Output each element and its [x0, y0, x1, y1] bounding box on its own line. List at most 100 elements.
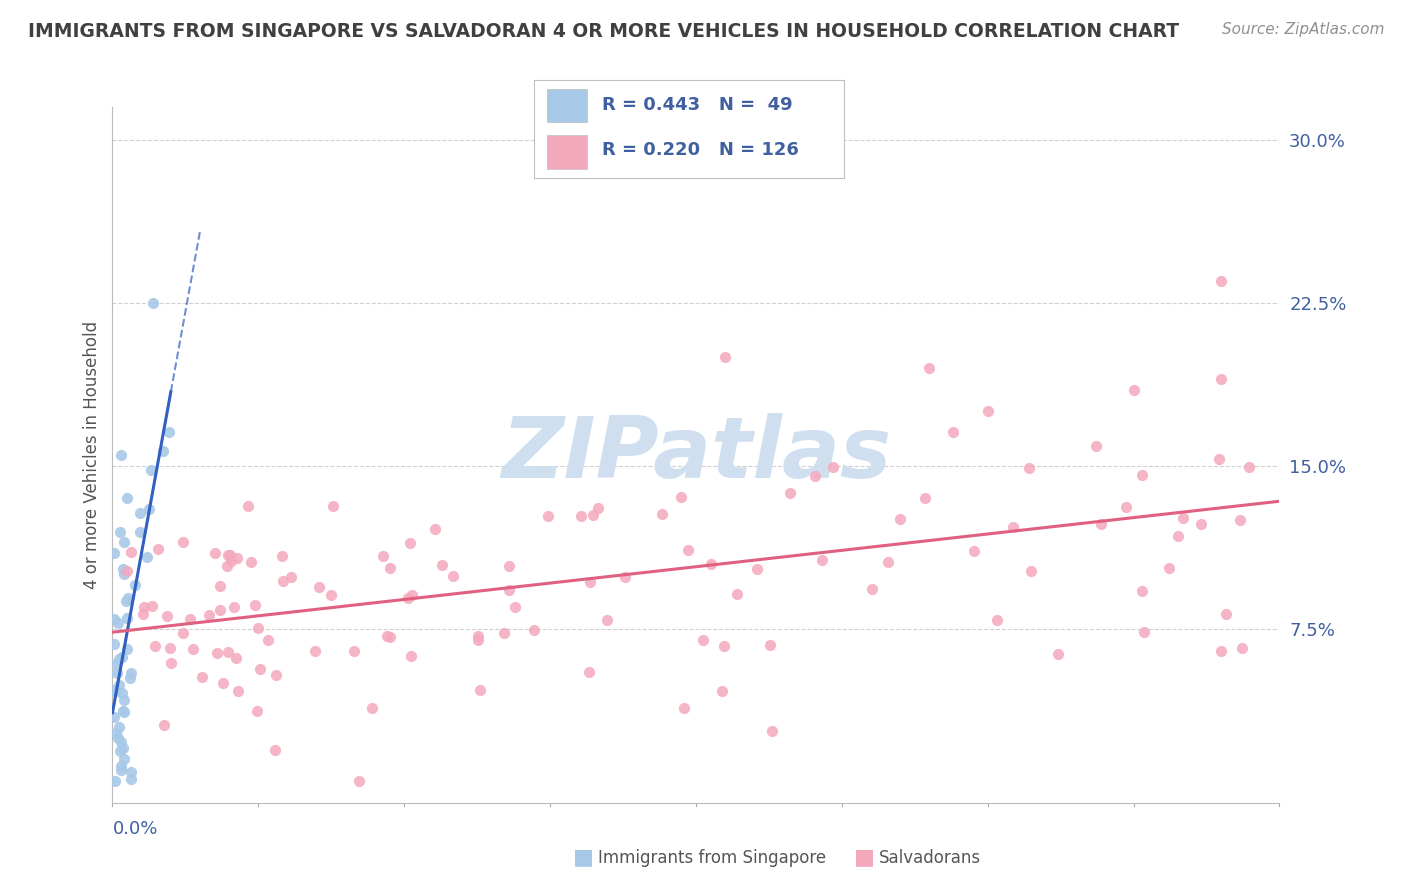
Point [111, 740, 134, 755]
Point [322, 500, 344, 514]
Point [1209, 372, 1232, 386]
Point [1209, 274, 1232, 288]
Point [498, 582, 520, 597]
Point [219, 548, 242, 562]
Point [105, 657, 128, 671]
Point [246, 621, 269, 635]
Point [1239, 459, 1261, 474]
Point [470, 683, 492, 698]
Text: R = 0.443   N =  49: R = 0.443 N = 49 [602, 96, 793, 114]
Point [112, 534, 135, 549]
Point [1189, 516, 1212, 531]
Point [1230, 640, 1253, 655]
Point [212, 676, 235, 690]
Point [672, 700, 695, 714]
Point [142, 295, 165, 310]
Point [1085, 439, 1108, 453]
Point [110, 524, 132, 539]
Point [104, 684, 127, 698]
Point [273, 574, 295, 588]
Point [692, 632, 714, 647]
Point [669, 490, 692, 504]
Text: Immigrants from Singapore: Immigrants from Singapore [598, 849, 825, 867]
Point [375, 629, 398, 643]
Point [596, 613, 619, 627]
Point [582, 508, 605, 522]
Point [373, 549, 395, 563]
Point [204, 546, 226, 560]
Point [578, 665, 600, 679]
Point [725, 586, 748, 600]
Point [157, 425, 180, 440]
Point [1001, 520, 1024, 534]
Point [112, 693, 135, 707]
Point [221, 554, 243, 568]
Point [108, 678, 131, 692]
Point [280, 570, 302, 584]
Point [423, 522, 446, 536]
Point [217, 558, 239, 573]
Y-axis label: 4 or more Vehicles in Household: 4 or more Vehicles in Household [83, 321, 101, 589]
Point [1130, 467, 1153, 482]
Point [1209, 643, 1232, 657]
Point [588, 500, 610, 515]
Point [120, 764, 142, 779]
Point [217, 645, 239, 659]
Text: ■: ■ [574, 847, 593, 867]
FancyBboxPatch shape [547, 89, 586, 122]
Point [120, 671, 142, 685]
Point [104, 726, 127, 740]
Point [264, 743, 287, 757]
Point [714, 350, 737, 364]
Point [217, 548, 239, 562]
Point [676, 542, 699, 557]
Point [986, 613, 1008, 627]
Point [651, 507, 673, 521]
Text: R = 0.220   N = 126: R = 0.220 N = 126 [602, 142, 799, 160]
Point [139, 462, 162, 476]
Point [245, 598, 267, 612]
Point [112, 566, 135, 581]
Point [159, 641, 181, 656]
Point [120, 544, 142, 558]
Point [342, 644, 364, 658]
Point [132, 607, 155, 621]
Point [124, 578, 146, 592]
Point [132, 600, 155, 615]
Point [494, 625, 516, 640]
Point [380, 630, 402, 644]
Point [347, 774, 370, 789]
Point [396, 591, 419, 606]
Point [239, 555, 262, 569]
Point [111, 649, 134, 664]
Point [271, 549, 294, 563]
Point [1047, 647, 1070, 661]
Point [172, 626, 194, 640]
Point [942, 425, 965, 439]
Point [115, 491, 138, 506]
Point [128, 507, 150, 521]
Point [1215, 607, 1237, 622]
Point [110, 758, 132, 772]
Point [860, 582, 883, 596]
Point [110, 763, 132, 777]
Point [114, 593, 136, 607]
Point [699, 557, 721, 571]
Point [172, 535, 194, 549]
Point [103, 710, 125, 724]
Point [136, 549, 159, 564]
Point [1159, 561, 1181, 575]
Point [197, 607, 219, 622]
Point [308, 580, 330, 594]
Point [226, 683, 249, 698]
Point [1090, 517, 1112, 532]
Point [498, 559, 520, 574]
Point [143, 640, 166, 654]
Point [505, 600, 527, 615]
Point [103, 612, 125, 626]
Point [963, 544, 986, 558]
Point [112, 752, 135, 766]
Point [821, 459, 844, 474]
Point [378, 561, 401, 575]
Point [112, 704, 135, 718]
